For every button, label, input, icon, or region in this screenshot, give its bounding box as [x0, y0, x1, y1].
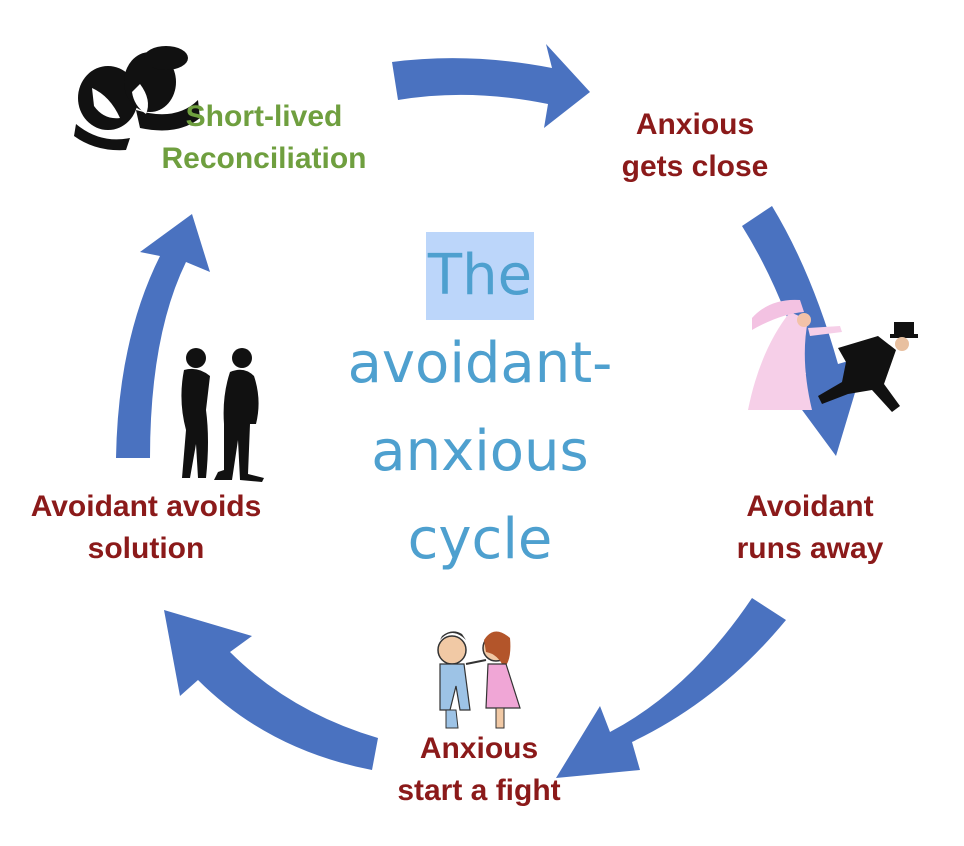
arrow-left	[116, 214, 210, 458]
arrow-bottom-left	[164, 610, 378, 770]
title-line-3: anxious	[371, 419, 589, 484]
couple-back-to-back-icon	[181, 348, 264, 482]
title-line-1: The	[425, 232, 535, 320]
stage-runs-away-line1: Avoidant	[746, 490, 874, 523]
stage-runs-away: Avoidant runs away	[718, 486, 902, 570]
title-line-4: cycle	[407, 507, 553, 572]
kissing-couple-icon	[74, 46, 200, 151]
bride-chasing-groom-icon	[748, 299, 918, 412]
stage-fight: Anxious start a fight	[372, 728, 586, 812]
stage-reconciliation-line1: Short-lived	[185, 100, 343, 133]
stage-gets-close-line2: gets close	[621, 150, 769, 183]
stage-avoids: Avoidant avoids solution	[10, 486, 282, 570]
cycle-title: The avoidant- anxious cycle	[300, 232, 660, 584]
stage-reconciliation: Short-lived Reconciliation	[148, 96, 380, 180]
stage-gets-close: Anxious gets close	[604, 104, 786, 188]
arrow-bottom-right	[556, 598, 786, 778]
arguing-couple-icon	[437, 631, 521, 729]
stage-reconciliation-line2: Reconciliation	[161, 142, 367, 175]
stage-avoids-line2: solution	[87, 532, 205, 565]
stage-fight-line2: start a fight	[397, 774, 561, 807]
stage-runs-away-line2: runs away	[736, 532, 884, 565]
stage-avoids-line1: Avoidant avoids	[30, 490, 262, 523]
title-line-2: avoidant-	[347, 331, 613, 396]
stage-fight-line1: Anxious	[419, 732, 539, 765]
stage-gets-close-line1: Anxious	[635, 108, 755, 141]
arrow-top	[392, 44, 590, 128]
